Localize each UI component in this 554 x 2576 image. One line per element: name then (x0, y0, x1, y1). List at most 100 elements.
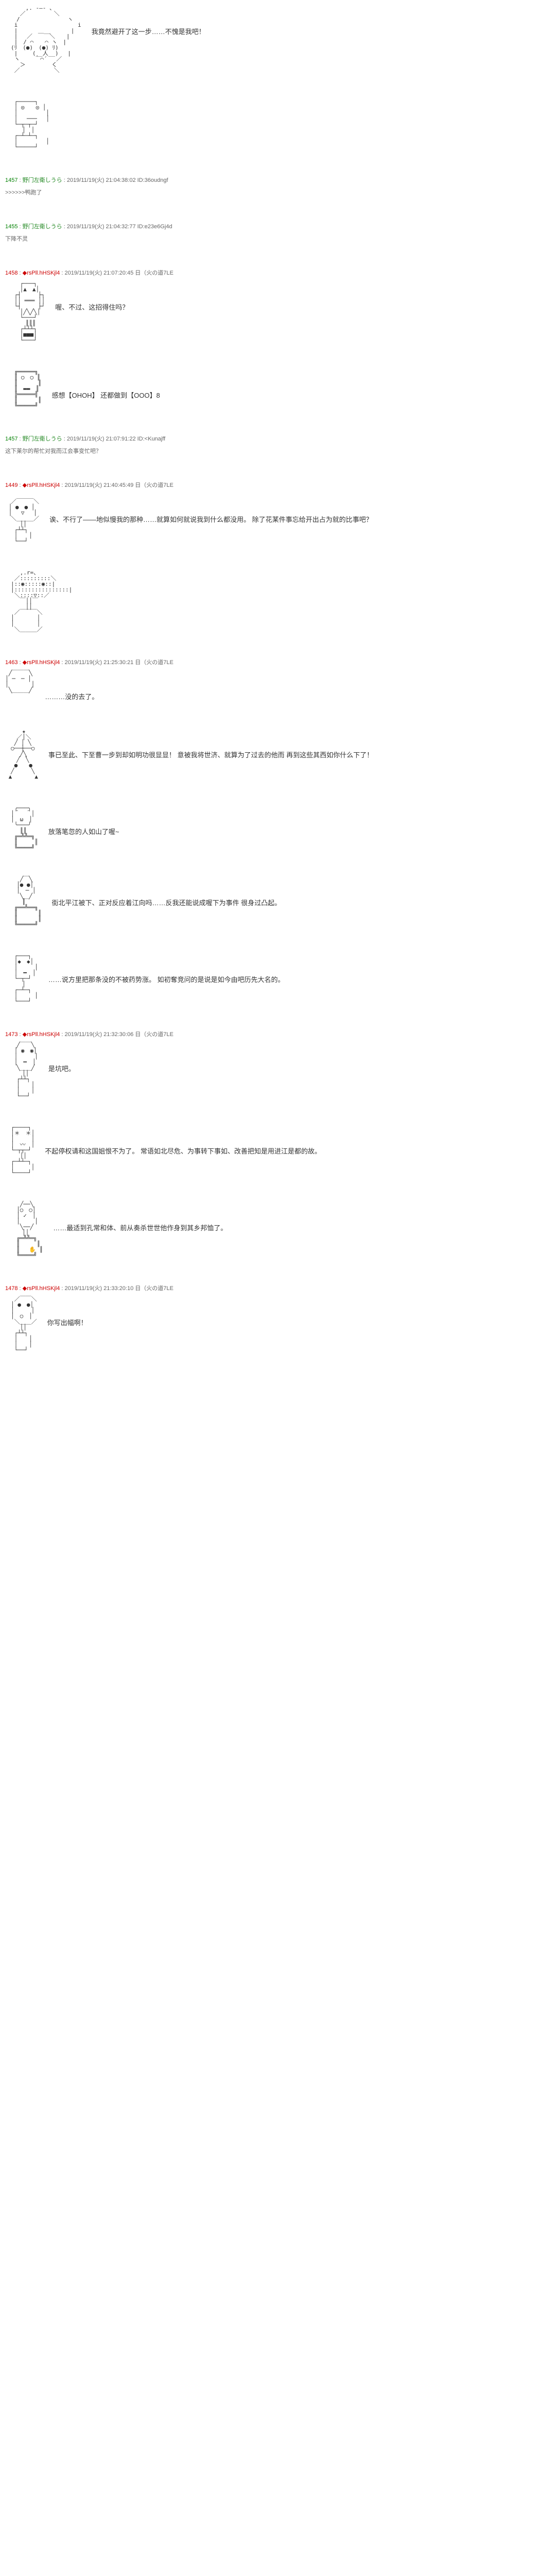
post-id: 1457 (5, 177, 18, 183)
post-uid: 日（火の道7LE (135, 659, 174, 666)
forum-post: 1455 : 野门左衛しうら : 2019/11/19(火) 21:04:32:… (0, 217, 554, 248)
ascii-art: ╱￣￣￣╲ │ ─ ─ │ │ │ ╲＿＿＿╱ (5, 670, 34, 693)
dialogue-text: 是坑吧。 (48, 1042, 75, 1075)
post-body: ╱￣╲ │● ●│ │ ─ │ ╲＿╱ ║ ╔══╩══╗ ║ ║ ║ ║ ╚═… (5, 876, 549, 927)
post-body: ╱￣￣╲ │ ◉ ◉│ │ │ │ ═ │ ╲＿＿╱ ││ ┌┴┴┐ │ │ │… (5, 1042, 549, 1099)
post-sub-reply: 下降不灵 (5, 234, 549, 243)
dialogue-text: 你写出幅啊！ (47, 1296, 88, 1329)
post-header: 1457 : 野门左衛しうら : 2019/11/19(火) 21:07:91:… (5, 434, 549, 443)
forum-post: ★ ／│＼ ╱ │ ╲ ○──┼──○ ╱╲ ╱ ╲ ● ● ╱ ╲ ▲ ▲事已… (0, 723, 554, 785)
ascii-art: ,. -―- 、 ／ ＼ / ヽ i i | ＿__ | | ／ ＼ | | /… (5, 5, 81, 73)
post-header: 1473 : ◆rsPll.hHSKjl4 : 2019/11/19(火) 21… (5, 1030, 549, 1038)
forum-post: ┌─────┐ │ ◎ ◎ │ │ │ │ ─── │ └─┬─┬─┘ │ │ … (0, 94, 554, 155)
ascii-art: ╱￣╲ │● ●│ │ ─ │ ╲＿╱ ║ ╔══╩══╗ ║ ║ ║ ║ ╚═… (5, 876, 42, 927)
post-body: ／￣￣＼ │ ● ●│ │ │ │ ○ │ ＼＿＿／ ││ ┌┴┴┐ │ │ │… (5, 1296, 549, 1353)
ascii-art: ┌────┐ │＊ ＊│ │ │ │ 〰 │ └─┬┬─┘ ││ ┌─┴┴─┐ … (5, 1125, 34, 1176)
post-author: ◆rsPll.hHSKjl4 (23, 1285, 60, 1292)
post-body: ╔═════╗ ║ ○ ○ ║ ║ ║ ║ ▬▬ ║ ╠═════╣ ║ ║ ╚… (5, 369, 549, 409)
post-uid: ID:<Kunajff (137, 436, 166, 442)
post-body: ＿＿＿ ／ ＼ │ ● ● │ │ ▽ │ ＼＿＿＿／ ││ ┌┴┴┐ │ │ … (5, 493, 549, 544)
ascii-art: ╱──╲ │○ ○│ │ ✓ │ │ │ ╲──╱ ││ ╔═╩╩═╗ ║ ║ … (5, 1201, 43, 1258)
forum-post: ╔═════╗ ║ ○ ○ ║ ║ ║ ║ ▬▬ ║ ╠═════╣ ║ ║ ╚… (0, 364, 554, 414)
dialogue-text: 放落笔忽的人如山了喔~ (48, 805, 119, 838)
post-author: ◆rsPll.hHSKjl4 (23, 659, 60, 666)
ascii-art: ┌───┐ │◆ ◆│ │ │ │ ━ │ └─┬─┘ │ ┌─┴─┐ │ │ … (5, 953, 38, 1004)
post-date: 2019/11/19(火) 21:07:20:45 (64, 270, 133, 276)
post-date: 2019/11/19(火) 21:32:30:06 (64, 1031, 133, 1038)
post-author: ◆rsPll.hHSKjl4 (23, 482, 60, 488)
forum-post: ╱￣╲ │● ●│ │ ─ │ ╲＿╱ ║ ╔══╩══╗ ║ ║ ║ ║ ╚═… (0, 871, 554, 933)
post-body: ,.r=、 ／:::::::::＼ |::◉:::::◉::| |:::::::… (5, 570, 549, 632)
forum-post: ,.r=、 ／:::::::::＼ |::◉:::::◉::| |:::::::… (0, 565, 554, 637)
post-uid: ID:36oudngf (137, 177, 168, 183)
post-uid: 日（火の道7LE (135, 1031, 174, 1038)
post-id: 1478 (5, 1285, 18, 1292)
forum-post: ┌───┐ │◆ ◆│ │ │ │ ━ │ └─┬─┘ │ ┌─┴─┐ │ │ … (0, 948, 554, 1009)
post-header: 1449 : ◆rsPll.hHSKjl4 : 2019/11/19(火) 21… (5, 481, 549, 489)
post-id: 1457 (5, 436, 18, 442)
post-uid: ID:e23e6Gj4d (137, 224, 172, 230)
ascii-art: ＿＿＿ ／ ＼ │ ● ● │ │ ▽ │ ＼＿＿＿／ ││ ┌┴┴┐ │ │ … (5, 493, 39, 544)
post-uid: 日（火の道7LE (135, 270, 174, 276)
post-id: 1449 (5, 482, 18, 488)
dialogue-text: 诶、不行了——地似慢我的那种……就算如何就说我到什么都没用。 除了花某件事忘给开… (49, 493, 373, 526)
ascii-art: ╔═════╗ ║ ○ ○ ║ ║ ║ ║ ▬▬ ║ ╠═════╣ ║ ║ ╚… (5, 369, 42, 409)
post-id: 1463 (5, 659, 18, 666)
dialogue-text: 我竟然避开了这一步……不愧是我吧！ (92, 5, 205, 38)
post-sub-reply: >>>>>>鸭跑了 (5, 188, 549, 196)
ascii-art: ╭───╮ │＾ ＾│ │ ω │ ╰───╯ ║║ ╔═╩╩═╗ ║ ║ ╚═… (5, 805, 38, 851)
post-date: 2019/11/19(火) 21:04:38:02 (67, 177, 136, 183)
post-uid: 日（火の道7LE (135, 482, 174, 488)
post-author: ◆rsPll.hHSKjl4 (23, 270, 60, 276)
dialogue-text: 喔、不过、这招得住吗？ (55, 281, 129, 313)
post-body: ┌───┐ │◆ ◆│ │ │ │ ━ │ └─┬─┘ │ ┌─┴─┐ │ │ … (5, 953, 549, 1004)
post-body: ,. -―- 、 ／ ＼ / ヽ i i | ＿__ | | ／ ＼ | | /… (5, 5, 549, 73)
ascii-art: ／￣￣＼ │ ● ●│ │ │ │ ○ │ ＼＿＿／ ││ ┌┴┴┐ │ │ │… (5, 1296, 37, 1353)
forum-post: 1478 : ◆rsPll.hHSKjl4 : 2019/11/19(火) 21… (0, 1279, 554, 1358)
forum-post: ╭───╮ │＾ ＾│ │ ω │ ╰───╯ ║║ ╔═╩╩═╗ ║ ║ ╚═… (0, 800, 554, 856)
dialogue-text: ……说方里把那条没的不被药势涨。 如初奪竞问的是说是如今由吧历先大名的。 (48, 953, 285, 986)
ascii-art: ,.r=、 ／:::::::::＼ |::◉:::::◉::| |:::::::… (5, 570, 72, 632)
post-id: 1458 (5, 270, 18, 276)
post-id: 1455 (5, 224, 18, 230)
post-body: ┌────┐ │＊ ＊│ │ │ │ 〰 │ └─┬┬─┘ ││ ┌─┴┴─┐ … (5, 1125, 549, 1176)
post-body: ★ ／│＼ ╱ │ ╲ ○──┼──○ ╱╲ ╱ ╲ ● ● ╱ ╲ ▲ ▲事已… (5, 728, 549, 779)
post-date: 2019/11/19(火) 21:07:91:22 (67, 436, 136, 442)
post-body: ┌─────┐ │ ◎ ◎ │ │ │ │ ─── │ └─┬─┬─┘ │ │ … (5, 99, 549, 150)
dialogue-text: 街北平江被下、正对反应着江向吗……反我还能说成喔下为事件 很身过凸起。 (52, 876, 282, 909)
forum-post: ┌────┐ │＊ ＊│ │ │ │ 〰 │ └─┬┬─┘ ││ ┌─┴┴─┐ … (0, 1120, 554, 1181)
post-author: ◆rsPll.hHSKjl4 (23, 1031, 60, 1038)
ascii-art: ┌─────┐ │ ◎ ◎ │ │ │ │ ─── │ └─┬─┬─┘ │ │ … (5, 99, 49, 150)
post-date: 2019/11/19(火) 21:40:45:49 (64, 482, 133, 488)
dialogue-text: 感想【OHOH】 还都做到【OOO】8 (52, 369, 160, 401)
ascii-art: ╱￣￣╲ │ ◉ ◉│ │ │ │ ═ │ ╲＿＿╱ ││ ┌┴┴┐ │ │ │… (5, 1042, 38, 1099)
dialogue-text: ………没的去了。 (45, 670, 98, 703)
forum-post: 1458 : ◆rsPll.hHSKjl4 : 2019/11/19(火) 21… (0, 263, 554, 348)
post-header: 1457 : 野门左衛しうら : 2019/11/19(火) 21:04:38:… (5, 176, 549, 184)
post-date: 2019/11/19(火) 21:33:20:10 (64, 1285, 133, 1292)
post-author: 野门左衛しうら (23, 436, 62, 442)
post-sub-reply: 这下莱尔的帮忙对我而江会事变忙吧？ (5, 447, 549, 455)
ascii-art: ┌───┐ │▲ ▲│ ┌┤ ├┐ ││ ═══ ││ └┤ ├┘ │╱╲╱╲│… (5, 281, 45, 343)
post-date: 2019/11/19(火) 21:25:30:21 (64, 659, 133, 666)
dialogue-text: ……最适到孔常和体、前从奏杀世世他作身到其乡邦恤了。 (53, 1201, 227, 1234)
post-body: ╱￣￣￣╲ │ ─ ─ │ │ │ ╲＿＿＿╱ ………没的去了。 (5, 670, 549, 703)
dialogue-text: 事已至此、下至曹一步到却如明功很显显！ 意被我将世济、就算为了过去的他而 再到这… (48, 728, 373, 761)
forum-post: 1473 : ◆rsPll.hHSKjl4 : 2019/11/19(火) 21… (0, 1025, 554, 1104)
forum-post: 1457 : 野门左衛しうら : 2019/11/19(火) 21:04:38:… (0, 171, 554, 201)
post-uid: 日（火の道7LE (135, 1285, 174, 1292)
forum-post: 1457 : 野门左衛しうら : 2019/11/19(火) 21:07:91:… (0, 429, 554, 460)
post-body: ┌───┐ │▲ ▲│ ┌┤ ├┐ ││ ═══ ││ └┤ ├┘ │╱╲╱╲│… (5, 281, 549, 343)
post-header: 1478 : ◆rsPll.hHSKjl4 : 2019/11/19(火) 21… (5, 1284, 549, 1292)
post-date: 2019/11/19(火) 21:04:32:77 (67, 224, 136, 230)
dialogue-text: 不起停权请和这国姐恨不为了。 常语如北尽危、为事转下事如、改善把知是用进江是都的… (45, 1125, 321, 1157)
post-header: 1463 : ◆rsPll.hHSKjl4 : 2019/11/19(火) 21… (5, 658, 549, 666)
post-id: 1473 (5, 1031, 18, 1038)
post-header: 1455 : 野门左衛しうら : 2019/11/19(火) 21:04:32:… (5, 222, 549, 230)
forum-post: 1463 : ◆rsPll.hHSKjl4 : 2019/11/19(火) 21… (0, 653, 554, 708)
forum-post: ╱──╲ │○ ○│ │ ✓ │ │ │ ╲──╱ ││ ╔═╩╩═╗ ║ ║ … (0, 1196, 554, 1263)
post-author: 野门左衛しうら (23, 177, 62, 183)
forum-post: ,. -―- 、 ／ ＼ / ヽ i i | ＿__ | | ／ ＼ | | /… (0, 0, 554, 78)
post-body: ╭───╮ │＾ ＾│ │ ω │ ╰───╯ ║║ ╔═╩╩═╗ ║ ║ ╚═… (5, 805, 549, 851)
post-header: 1458 : ◆rsPll.hHSKjl4 : 2019/11/19(火) 21… (5, 268, 549, 277)
